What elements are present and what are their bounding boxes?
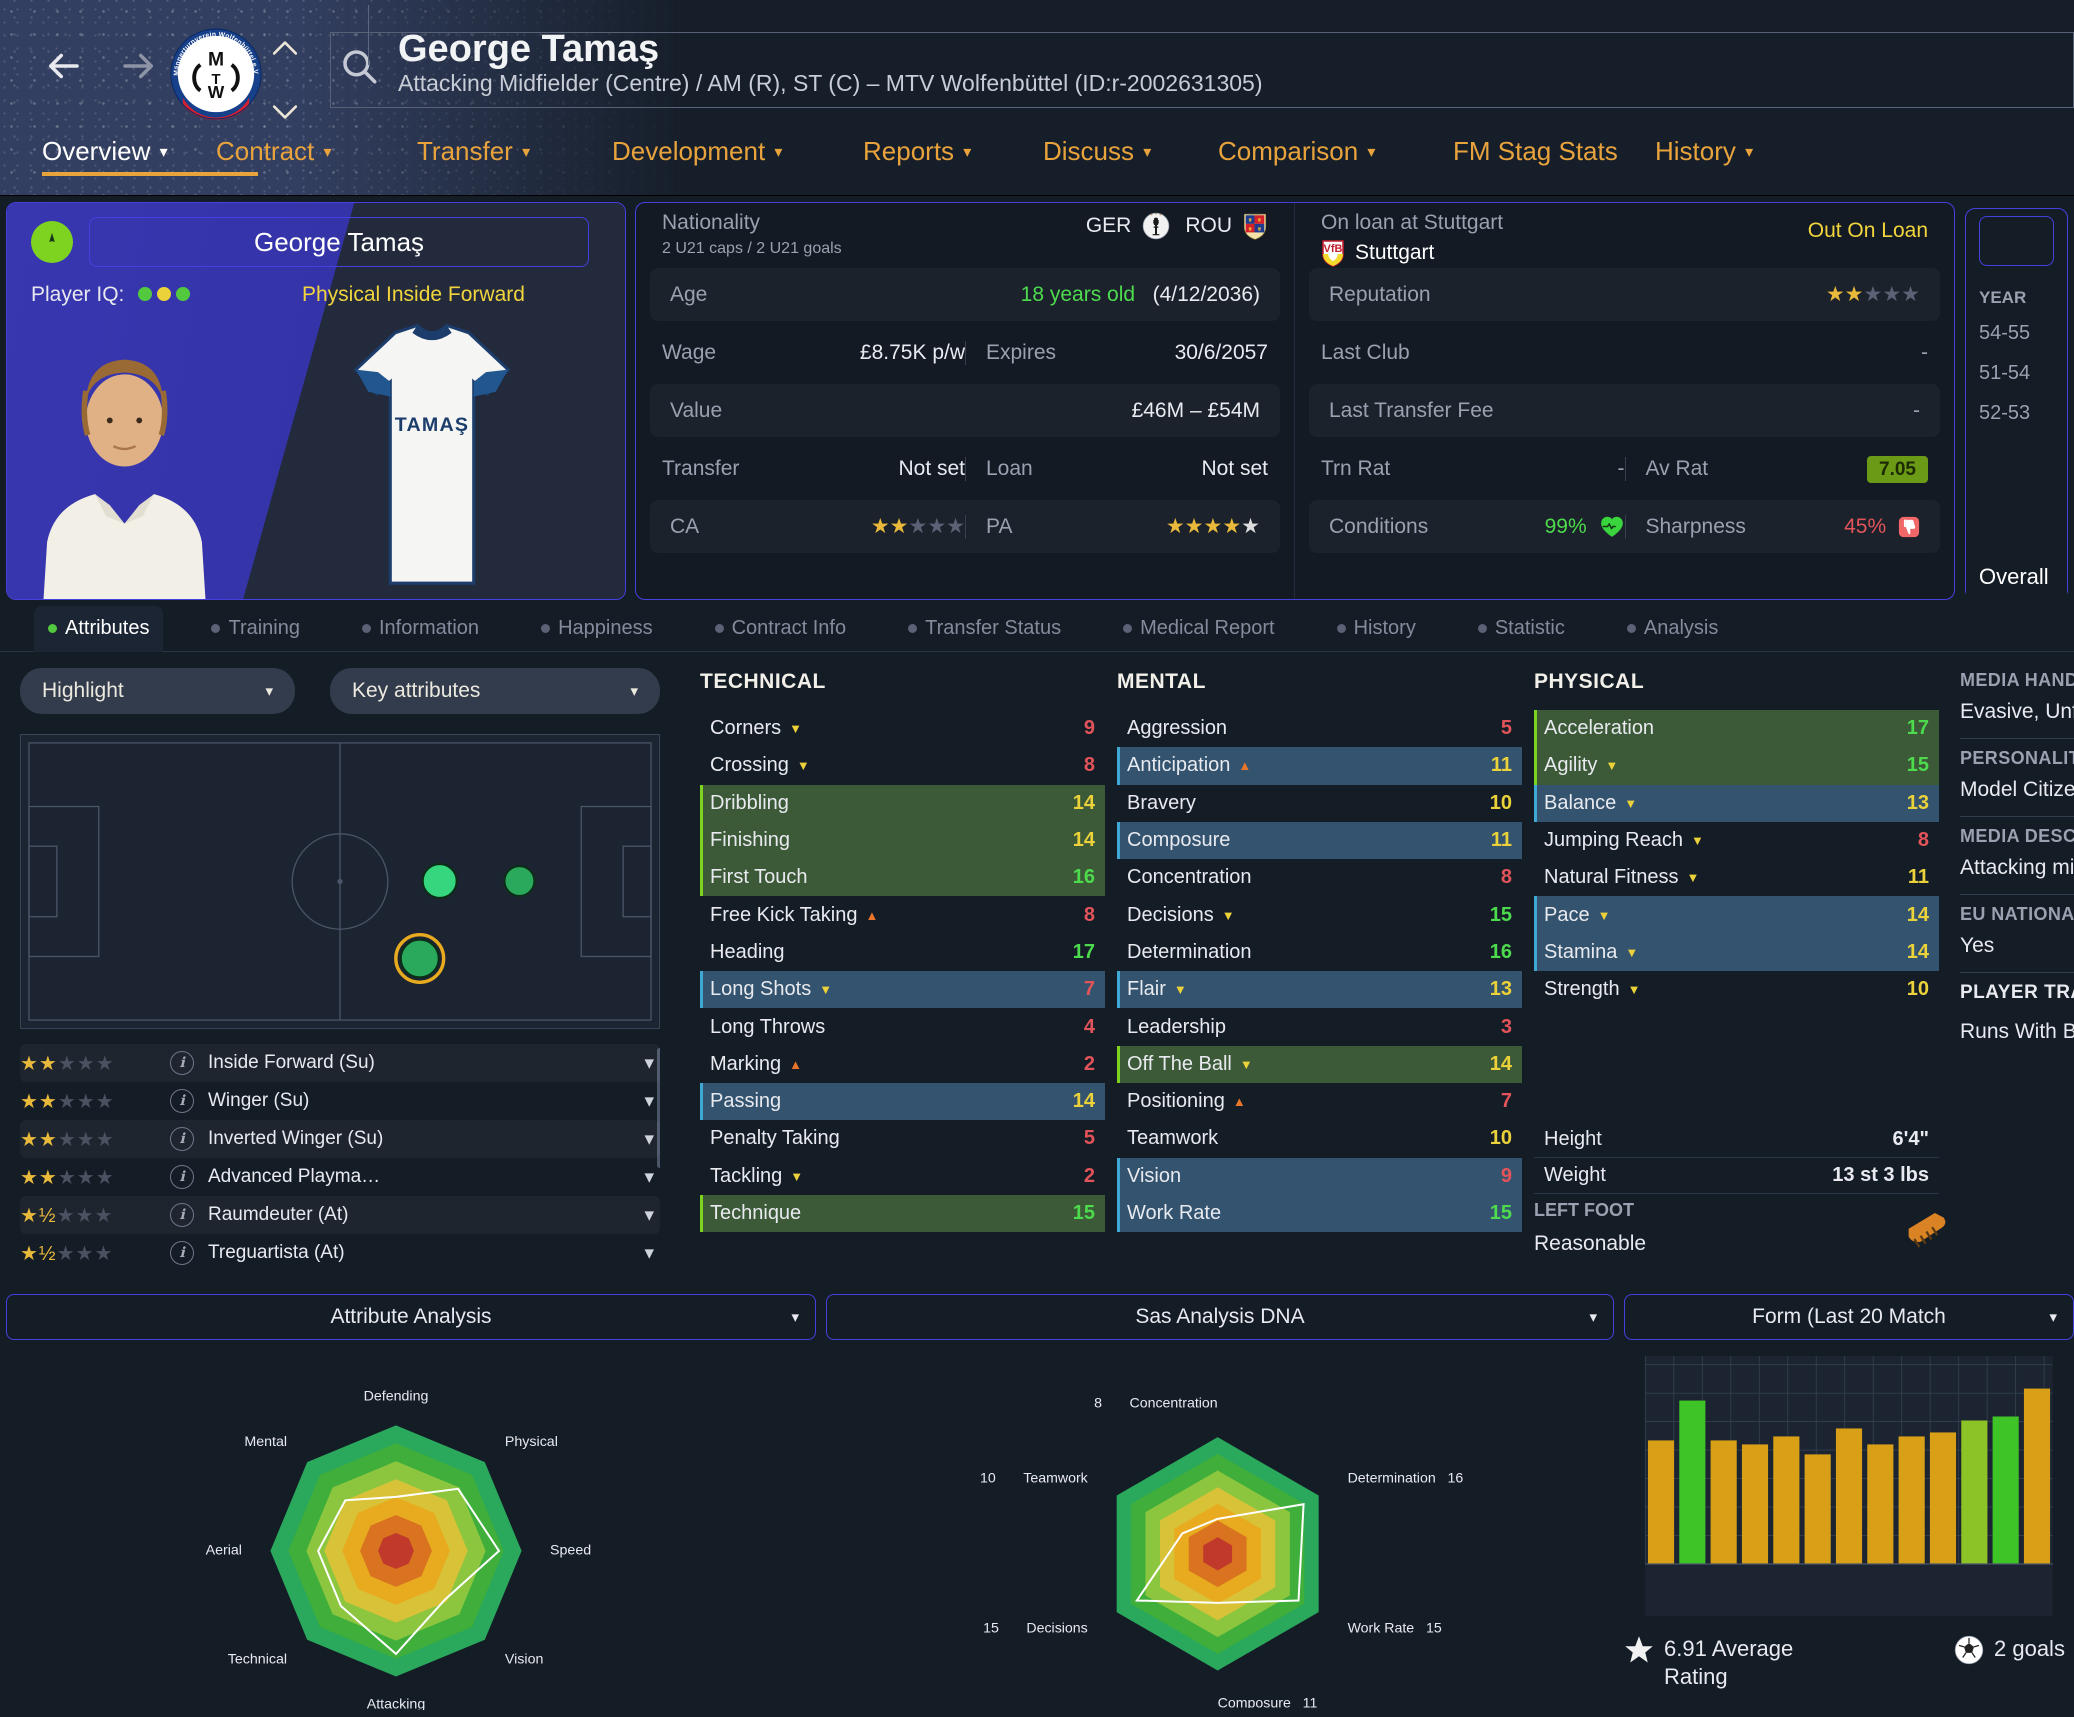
- svg-text:M: M: [208, 50, 224, 71]
- svg-text:♕: ♕: [1248, 218, 1252, 223]
- svg-text:TAMAŞ: TAMAŞ: [395, 414, 469, 436]
- svg-text:♕: ♕: [1257, 226, 1261, 231]
- svg-text:8 Concentration: 8 Concentration: [1094, 1396, 1218, 1412]
- svg-text:Attacking: Attacking: [367, 1697, 426, 1710]
- svg-text:Mental: Mental: [244, 1434, 287, 1450]
- svg-text:Determination 16: Determination 16: [1348, 1471, 1464, 1487]
- svg-text:Aerial: Aerial: [206, 1543, 242, 1559]
- svg-text:ROMANIA: ROMANIA: [1249, 212, 1261, 216]
- svg-text:Defending: Defending: [364, 1389, 429, 1405]
- svg-text:15 Decisions: 15 Decisions: [983, 1621, 1088, 1637]
- svg-text:VfB: VfB: [1324, 243, 1343, 255]
- svg-text:Composure 11: Composure 11: [1218, 1696, 1318, 1708]
- svg-text:Speed: Speed: [550, 1543, 591, 1559]
- svg-text:Technical: Technical: [228, 1652, 287, 1668]
- svg-text:♕: ♕: [1248, 226, 1252, 231]
- svg-text:W: W: [208, 82, 225, 102]
- svg-text:10 Teamwork: 10 Teamwork: [980, 1471, 1089, 1487]
- svg-text:Vision: Vision: [505, 1652, 543, 1668]
- svg-text:♕: ♕: [1257, 218, 1261, 223]
- svg-text:Work Rate 15: Work Rate 15: [1348, 1621, 1442, 1637]
- svg-text:Physical: Physical: [505, 1434, 558, 1450]
